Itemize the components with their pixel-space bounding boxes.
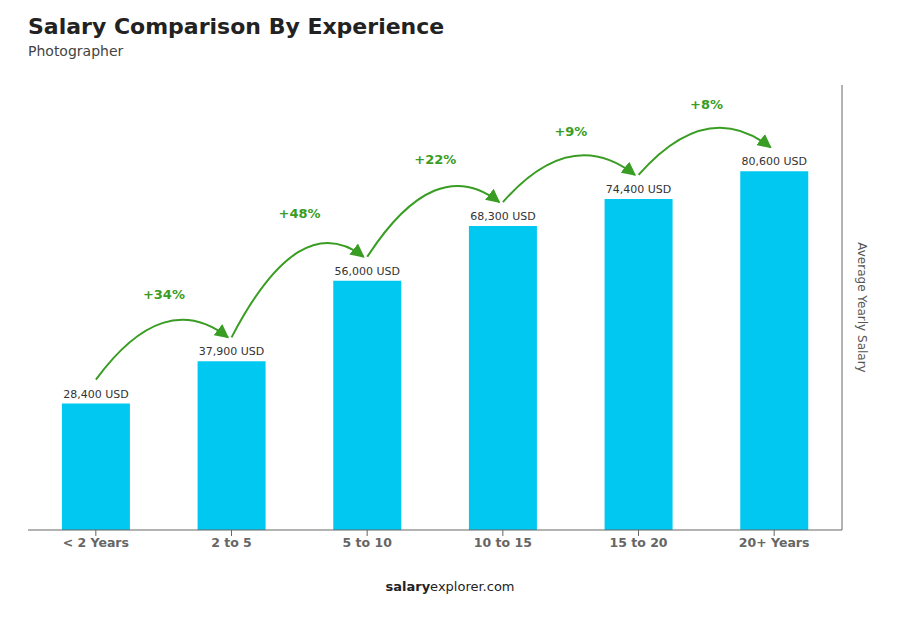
svg-text:15 to 20: 15 to 20 [609, 535, 667, 550]
svg-text:80,600 USD: 80,600 USD [742, 155, 808, 168]
svg-text:+48%: +48% [279, 206, 321, 221]
svg-text:+22%: +22% [414, 152, 456, 167]
svg-text:+8%: +8% [690, 97, 723, 112]
svg-text:68,300 USD: 68,300 USD [470, 210, 536, 223]
svg-text:2 to 5: 2 to 5 [211, 535, 252, 550]
html-text:salary explorer.com: salary explorer.com [385, 579, 515, 594]
svg-text:37,900 USD: 37,900 USD [199, 345, 265, 358]
svg-text:Average Yearly Salary: Average Yearly Salary [855, 242, 869, 372]
svg-text:56,000 USD: 56,000 USD [335, 265, 401, 278]
svg-text:10 to 15: 10 to 15 [474, 535, 532, 550]
svg-text:74,400 USD: 74,400 USD [606, 183, 672, 196]
svg-text:+34%: +34% [143, 287, 185, 302]
html-text:Photographer: Photographer [28, 43, 124, 59]
svg-text:20+ Years: 20+ Years [739, 535, 810, 550]
svg-text:5 to 10: 5 to 10 [342, 535, 392, 550]
svg-text:+9%: +9% [554, 124, 587, 139]
svg-text:28,400 USD: 28,400 USD [63, 388, 129, 401]
svg-text:< 2 Years: < 2 Years [63, 535, 129, 550]
html-text:Salary Comparison By Experienc: Salary Comparison By Experience [28, 14, 445, 39]
